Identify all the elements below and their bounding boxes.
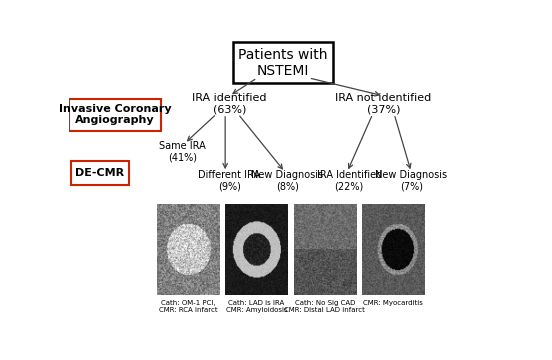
- FancyBboxPatch shape: [69, 99, 161, 131]
- Text: Different IRA
(9%): Different IRA (9%): [198, 170, 261, 191]
- Text: Same IRA
(41%): Same IRA (41%): [159, 140, 206, 162]
- Text: IRA identified
(63%): IRA identified (63%): [192, 93, 267, 115]
- Text: DE-CMR: DE-CMR: [76, 168, 125, 178]
- Text: Invasive Coronary
Angiography: Invasive Coronary Angiography: [59, 104, 171, 125]
- Text: Patients with
NSTEMI: Patients with NSTEMI: [238, 48, 328, 78]
- Text: New Diagnosis
(8%): New Diagnosis (8%): [251, 170, 323, 191]
- Text: IRA not identified
(37%): IRA not identified (37%): [335, 93, 432, 115]
- FancyBboxPatch shape: [71, 161, 129, 185]
- Text: Cath: LAD is IRA
CMR: Amyloidosis: Cath: LAD is IRA CMR: Amyloidosis: [226, 300, 287, 312]
- Text: Cath: OM-1 PCI,
CMR: RCA infarct: Cath: OM-1 PCI, CMR: RCA infarct: [158, 300, 217, 312]
- Text: CMR: Myocarditis: CMR: Myocarditis: [363, 300, 423, 306]
- Text: IRA Identified
(22%): IRA Identified (22%): [317, 170, 382, 191]
- Text: Cath: No Sig CAD
CMR: Distal LAD infarct: Cath: No Sig CAD CMR: Distal LAD infarct: [284, 300, 365, 312]
- Text: New Diagnosis
(7%): New Diagnosis (7%): [375, 170, 447, 191]
